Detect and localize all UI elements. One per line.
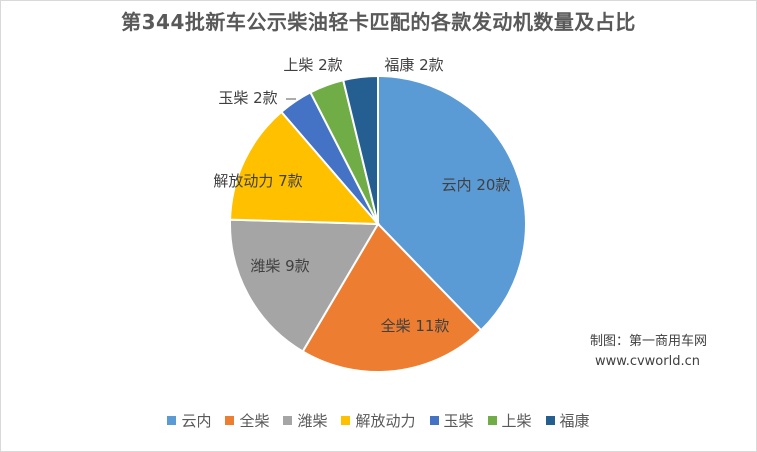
legend-label-2: 潍柴 [297, 412, 328, 430]
legend-item-6: 福康 [545, 410, 590, 431]
legend-item-1: 全柴 [225, 410, 269, 431]
legend-label-6: 福康 [559, 412, 590, 430]
data-label-6: 福康 2款 [384, 56, 443, 74]
legend-label-0: 云内 [181, 412, 212, 430]
credit-text: 制图：第一商用车网 [590, 334, 708, 349]
pie-slice-3 [229, 110, 381, 226]
pie-slices [229, 74, 527, 373]
legend-label-4: 玉柴 [443, 412, 474, 430]
legend-item-0: 云内 [167, 410, 211, 431]
legend-swatch-6 [545, 416, 555, 425]
legend-label-1: 全柴 [239, 412, 270, 430]
legend-swatch-1 [225, 416, 235, 425]
legend-swatch-2 [283, 416, 293, 425]
legend-swatch-5 [487, 416, 497, 425]
legend-item-5: 上柴 [487, 410, 532, 431]
data-label-0: 云内 20款 [442, 176, 511, 194]
pie-slice-0 [377, 74, 527, 332]
legend-swatch-4 [429, 416, 439, 425]
legend-item-3: 解放动力 [341, 410, 416, 431]
legend-label-3: 解放动力 [355, 412, 416, 430]
data-label-1: 全柴 11款 [381, 317, 450, 335]
credit-url: www.cvworld.cn [595, 354, 700, 369]
legend-swatch-3 [341, 416, 351, 425]
legend-label-5: 上柴 [501, 412, 532, 430]
pie-slice-2 [229, 218, 380, 353]
pie-slice-6 [342, 74, 379, 225]
data-label-2: 潍柴 9款 [250, 257, 309, 275]
pie-slice-1 [301, 222, 483, 373]
chart-title: 第344批新车公示柴油轻卡匹配的各款发动机数量及占比 [121, 10, 636, 34]
legend-item-4: 玉柴 [429, 410, 474, 431]
data-label-4: 玉柴 2款 [218, 89, 277, 107]
data-label-5: 上柴 2款 [283, 56, 342, 74]
legend-swatch-0 [167, 416, 177, 425]
legend: 云内 全柴 潍柴 解放动力 玉柴 上柴 福康 [0, 410, 757, 431]
legend-item-2: 潍柴 [283, 410, 327, 431]
data-label-3: 解放动力 7款 [213, 172, 302, 190]
